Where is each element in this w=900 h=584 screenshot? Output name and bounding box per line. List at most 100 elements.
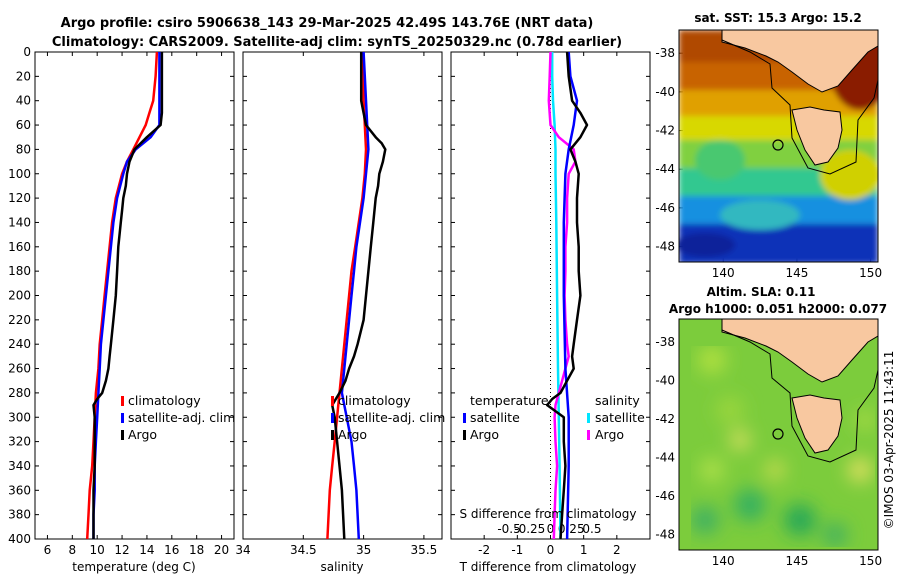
legend-swatch-s-satellite <box>587 413 590 423</box>
x-tick-label: -1 <box>511 543 523 557</box>
map-y-tick-label: -40 <box>655 85 675 99</box>
map-y-tick-label: -40 <box>655 374 675 388</box>
profile-line-climatology <box>326 51 368 540</box>
x-tick-label: 34.5 <box>290 543 317 557</box>
depth-tick-label: 400 <box>8 532 31 546</box>
x-tick-label: 1 <box>580 543 588 557</box>
sla-map-subtitle: Argo h1000: 0.051 h2000: 0.077 <box>669 302 887 316</box>
x-tick-label: 35.5 <box>411 543 438 557</box>
x-tick-label: 34 <box>235 543 250 557</box>
figure-title-line2: Climatology: CARS2009. Satellite-adj cli… <box>52 35 622 50</box>
legend-label-argo: Argo <box>338 427 367 442</box>
depth-tick-label: 60 <box>16 118 31 132</box>
profile-line-argo <box>330 52 387 540</box>
legend-swatch-t-argo <box>463 430 466 440</box>
depth-tick-label: 0 <box>23 45 31 59</box>
depth-tick-label: 320 <box>8 435 31 449</box>
difference-panel <box>450 51 651 540</box>
map-y-tick-label: -42 <box>655 124 675 138</box>
profile-line-satellite-adj-clim <box>340 51 370 540</box>
credit-label: ©IMOS 03-Apr-2025 11:43:11 <box>882 351 896 530</box>
depth-tick-label: 360 <box>8 483 31 497</box>
x-tick-label: 6 <box>44 543 52 557</box>
depth-tick-label: 140 <box>8 215 31 229</box>
map-y-tick-label: -44 <box>655 451 675 465</box>
legend-label-s-argo: Argo <box>595 427 624 442</box>
legend-swatch-s-argo <box>587 430 590 440</box>
s-diff-tick-label: -0.5 <box>497 522 520 536</box>
x-tick-label: -2 <box>478 543 490 557</box>
legend-title-salinity: salinity <box>595 393 640 408</box>
map-y-tick-label: -38 <box>655 335 675 349</box>
x-tick-label: 18 <box>189 543 204 557</box>
legend-label-satellite: satellite-adj. clim <box>128 410 235 425</box>
profile-line-t-satellite <box>562 51 579 540</box>
map-x-tick-label: 145 <box>785 266 808 280</box>
depth-tick-label: 100 <box>8 167 31 181</box>
legend-swatch-argo <box>121 430 124 440</box>
legend-label-argo: Argo <box>128 427 157 442</box>
temperature-panel <box>34 51 235 540</box>
legend-swatch-argo <box>331 430 334 440</box>
legend-label-climatology: climatology <box>128 393 201 408</box>
legend-label-s-satellite: satellite <box>595 410 645 425</box>
legend-label-climatology: climatology <box>338 393 411 408</box>
depth-tick-label: 120 <box>8 191 31 205</box>
sst-map <box>679 30 878 262</box>
x-tick-label: 10 <box>90 543 105 557</box>
depth-tick-label: 200 <box>8 289 31 303</box>
depth-tick-label: 300 <box>8 410 31 424</box>
depth-tick-label: 20 <box>16 69 31 83</box>
map-y-tick-label: -46 <box>655 489 675 503</box>
salinity-xlabel: salinity <box>320 560 363 574</box>
map-x-tick-label: 140 <box>712 266 735 280</box>
legend-swatch-climatology <box>331 396 334 406</box>
sst-map-title: sat. SST: 15.3 Argo: 15.2 <box>694 11 861 25</box>
x-tick-label: 20 <box>214 543 229 557</box>
sla-map <box>679 319 878 550</box>
legend-swatch-satellite <box>121 413 124 423</box>
salinity-legend: climatology satellite-adj. clim Argo <box>331 393 445 442</box>
profile-line-argo <box>92 52 164 539</box>
legend-label-t-argo: Argo <box>470 427 499 442</box>
profile-lines <box>85 51 589 540</box>
difference-xlabel: T difference from climatology <box>459 560 637 574</box>
depth-tick-label: 180 <box>8 264 31 278</box>
depth-tick-label: 340 <box>8 459 31 473</box>
difference-legend: temperature satellite Argo salinity sate… <box>463 393 645 442</box>
sla-map-frame <box>678 318 879 551</box>
x-tick-label: 8 <box>68 543 76 557</box>
map-x-tick-label: 150 <box>859 554 882 568</box>
legend-label-t-satellite: satellite <box>470 410 520 425</box>
depth-tick-label: 160 <box>8 240 31 254</box>
legend-swatch-satellite <box>331 413 334 423</box>
depth-tick-label: 280 <box>8 386 31 400</box>
s-diff-tick-label: 0.25 <box>558 522 585 536</box>
depth-tick-label: 80 <box>16 142 31 156</box>
depth-tick-label: 380 <box>8 508 31 522</box>
map-y-tick-label: -48 <box>655 528 675 542</box>
profile-line-s-satellite <box>550 52 562 540</box>
depth-tick-label: 40 <box>16 94 31 108</box>
axis-ticks: 0204060801001201401601802002202402602803… <box>8 45 882 568</box>
map-x-tick-label: 145 <box>785 554 808 568</box>
depth-tick-label: 220 <box>8 313 31 327</box>
map-y-tick-label: -44 <box>655 162 675 176</box>
x-tick-label: 14 <box>139 543 154 557</box>
map-y-tick-label: -46 <box>655 201 675 215</box>
x-tick-label: 12 <box>114 543 129 557</box>
figure-title-line1: Argo profile: csiro 5906638_143 29-Mar-2… <box>61 16 594 31</box>
s-difference-label: S difference from climatology <box>460 507 637 521</box>
salinity-panel <box>242 51 443 540</box>
map-y-tick-label: -42 <box>655 412 675 426</box>
s-diff-tick-label: 0.5 <box>582 522 601 536</box>
depth-tick-label: 260 <box>8 362 31 376</box>
sla-map-title: Altim. SLA: 0.11 <box>707 285 816 299</box>
profile-line-t-argo <box>545 51 589 540</box>
legend-swatch-t-satellite <box>463 413 466 423</box>
s-diff-tick-label: -0.25 <box>514 522 545 536</box>
map-y-tick-label: -38 <box>655 46 675 60</box>
profile-line-climatology <box>85 51 159 540</box>
map-x-tick-label: 150 <box>859 266 882 280</box>
